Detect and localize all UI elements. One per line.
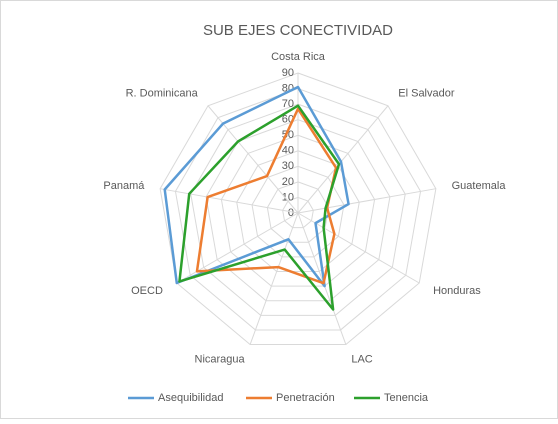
spoke	[160, 188, 299, 214]
r-tick-label: 30	[282, 160, 294, 172]
spoke	[249, 212, 299, 345]
spoke	[297, 105, 389, 214]
r-tick-label: 0	[288, 207, 294, 219]
grid-ring	[251, 165, 345, 258]
category-label: Nicaragua	[195, 353, 246, 365]
category-label: Costa Rica	[271, 51, 326, 63]
grid-ring	[205, 119, 391, 302]
r-tick-label: 40	[282, 145, 294, 157]
grid-ring	[220, 134, 376, 287]
category-label: Honduras	[433, 285, 481, 297]
r-tick-label: 20	[282, 176, 294, 188]
r-tick-label: 70	[282, 98, 294, 110]
series-line	[163, 85, 350, 288]
category-label: OECD	[131, 285, 163, 297]
grid-ring	[190, 103, 406, 316]
grid-ring	[159, 72, 437, 346]
r-tick-label: 10	[282, 191, 294, 203]
legend-label: Asequibilidad	[158, 392, 223, 404]
grid-ring	[266, 181, 330, 243]
category-label: R. Dominicana	[126, 87, 199, 99]
legend-label: Penetración	[276, 392, 335, 404]
spoke	[297, 188, 436, 214]
grid-ring	[282, 196, 314, 229]
r-tick-label: 90	[282, 67, 294, 79]
category-label: LAC	[351, 353, 372, 365]
legend-label: Tenencia	[384, 392, 429, 404]
spoke	[297, 212, 420, 284]
category-label: El Salvador	[398, 87, 455, 99]
chart-title: SUB EJES CONECTIVIDAD	[203, 22, 393, 39]
category-label: Panamá	[103, 180, 145, 192]
category-label: Guatemala	[452, 180, 507, 192]
series-line	[178, 104, 341, 311]
spoke	[297, 212, 347, 345]
